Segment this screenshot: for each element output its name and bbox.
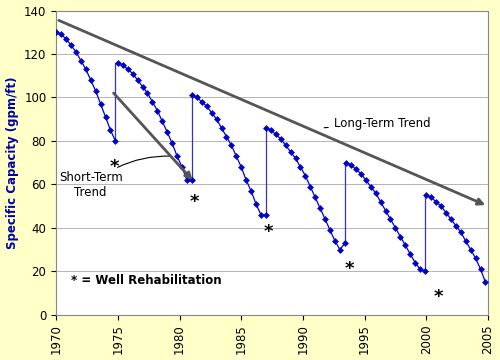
Text: Short-Term
Trend: Short-Term Trend [59, 156, 170, 199]
Text: Long-Term Trend: Long-Term Trend [324, 117, 430, 130]
Text: *: * [434, 288, 444, 306]
Y-axis label: Specific Capacity (gpm/ft): Specific Capacity (gpm/ft) [6, 76, 18, 249]
Text: * = Well Rehabilitation: * = Well Rehabilitation [71, 274, 222, 287]
Text: *: * [264, 223, 273, 241]
Text: *: * [345, 260, 354, 278]
Text: *: * [190, 193, 199, 211]
Text: *: * [110, 158, 119, 176]
